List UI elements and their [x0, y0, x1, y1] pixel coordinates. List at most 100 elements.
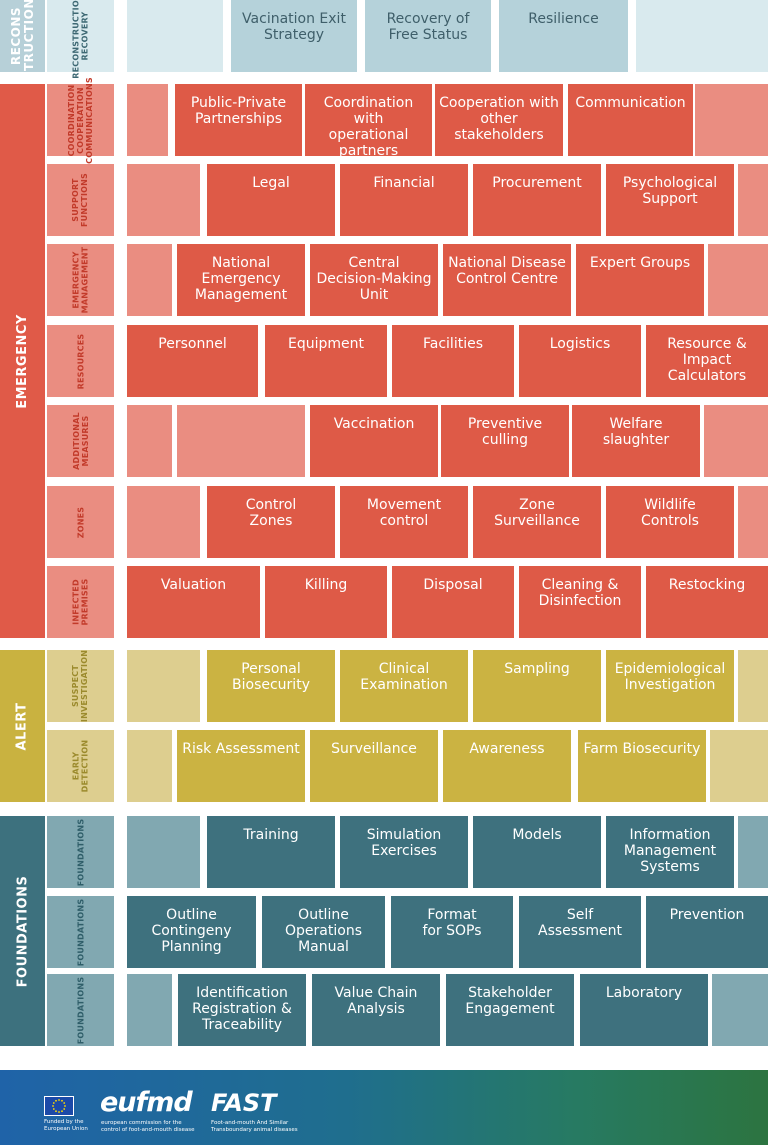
row-label: SUSPECT INVESTIGATION [47, 650, 114, 722]
row-label: FOUNDATIONS [47, 974, 114, 1046]
row-label: INFECTED PREMISES [47, 566, 114, 638]
category-cell: Surveillance [310, 730, 438, 802]
filler-cell [127, 974, 172, 1046]
row-label: EARLY DETECTION [47, 730, 114, 802]
category-cell: Facilities [392, 325, 514, 397]
category-cell: Welfare slaughter [572, 405, 700, 477]
filler-cell [738, 164, 768, 236]
row-label-text: RECONSTRUCTION RECOVERY [71, 0, 90, 79]
category-cell: Value Chain Analysis [312, 974, 440, 1046]
filler-cell [704, 405, 768, 477]
category-cell: Psychological Support [606, 164, 734, 236]
eu-caption: Funded by the European Union [44, 1119, 88, 1132]
filler-cell [127, 486, 200, 558]
category-cell: Restocking [646, 566, 768, 638]
row-label-text: RESOURCES [76, 333, 85, 389]
band-label-emergency: EMERGENCY [0, 84, 45, 638]
category-cell: Format for SOPs [391, 896, 513, 968]
row-label-text: FOUNDATIONS [76, 818, 85, 886]
row-label-text: SUPPORT FUNCTIONS [71, 172, 90, 228]
filler-cell [177, 405, 305, 477]
row-label-text: ADDITIONAL MEASURES [71, 412, 90, 470]
category-cell: Resource & Impact Calculators [646, 325, 768, 397]
category-cell: Cooperation with other stakeholders [435, 84, 563, 156]
filler-cell [127, 244, 172, 316]
filler-cell [695, 84, 768, 156]
category-cell: Information Management Systems [606, 816, 734, 888]
category-cell: Simulation Exercises [340, 816, 468, 888]
filler-cell [738, 650, 768, 722]
filler-cell [127, 84, 168, 156]
filler-cell [127, 405, 172, 477]
category-cell: Models [473, 816, 601, 888]
footer-bar: Funded by the European Union eufmd europ… [0, 1070, 768, 1145]
row-label-text: EMERGENCY MANAGEMENT [71, 246, 90, 314]
category-cell: Outline Contingeny Planning [127, 896, 256, 968]
category-cell: Movement control [340, 486, 468, 558]
category-cell: Personal Biosecurity [207, 650, 335, 722]
filler-cell [127, 816, 200, 888]
category-cell: Stakeholder Engagement [446, 974, 574, 1046]
band-label-reconstruction: RECONS TRUCTION [0, 0, 45, 72]
row-label-text: SUSPECT INVESTIGATION [71, 649, 90, 723]
category-cell: Control Zones [207, 486, 335, 558]
category-cell: Killing [265, 566, 387, 638]
band-label-text: ALERT [15, 701, 30, 751]
filler-cell [712, 974, 768, 1046]
category-cell: Recovery of Free Status [365, 0, 491, 72]
row-label-text: COORDINATION COOPERATION COMMUNICATIONS [67, 76, 95, 164]
category-cell: Sampling [473, 650, 601, 722]
band-label-alert: ALERT [0, 650, 45, 802]
eufmd-caption: european commission for the control of f… [101, 1120, 195, 1133]
band-label-text: RECONS TRUCTION [8, 0, 36, 71]
category-cell: Equipment [265, 325, 387, 397]
category-cell: Self Assessment [519, 896, 641, 968]
category-cell: Legal [207, 164, 335, 236]
row-label: SUPPORT FUNCTIONS [47, 164, 114, 236]
category-cell: Identification Registration & Traceabili… [178, 974, 306, 1046]
filler-cell [127, 650, 200, 722]
eufmd-logo: eufmd [100, 1087, 193, 1118]
row-label: EMERGENCY MANAGEMENT [47, 244, 114, 316]
row-label-text: EARLY DETECTION [71, 739, 90, 793]
row-label: ZONES [47, 486, 114, 558]
category-cell: Expert Groups [576, 244, 704, 316]
category-cell: Laboratory [580, 974, 708, 1046]
category-cell: Preventive culling [441, 405, 569, 477]
category-cell: National Emergency Management [177, 244, 305, 316]
row-label: ADDITIONAL MEASURES [47, 405, 114, 477]
category-cell: National Disease Control Centre [443, 244, 571, 316]
filler-cell [710, 730, 768, 802]
filler-cell [738, 486, 768, 558]
filler-cell [127, 0, 223, 72]
category-cell: Vacination Exit Strategy [231, 0, 357, 72]
category-cell: Procurement [473, 164, 601, 236]
category-cell: Prevention [646, 896, 768, 968]
row-label: RESOURCES [47, 325, 114, 397]
category-cell: Outline Operations Manual [262, 896, 385, 968]
filler-cell [636, 0, 768, 72]
filler-cell [127, 730, 172, 802]
band-label-text: FOUNDATIONS [15, 875, 30, 987]
fast-logo: FAST [211, 1089, 277, 1117]
row-label-text: FOUNDATIONS [76, 976, 85, 1044]
category-cell: Disposal [392, 566, 514, 638]
category-cell: Personnel [127, 325, 258, 397]
category-cell: Clinical Examination [340, 650, 468, 722]
band-label-text: EMERGENCY [15, 313, 30, 409]
row-label-text: ZONES [76, 506, 85, 538]
category-cell: Farm Biosecurity [578, 730, 706, 802]
row-label-text: FOUNDATIONS [76, 898, 85, 966]
row-label: COORDINATION COOPERATION COMMUNICATIONS [47, 77, 114, 163]
row-label: RECONSTRUCTION RECOVERY [47, 0, 114, 79]
category-cell: Communication [568, 84, 693, 156]
filler-cell [738, 816, 768, 888]
category-cell: Training [207, 816, 335, 888]
category-cell: Cleaning & Disinfection [519, 566, 641, 638]
band-label-foundations: FOUNDATIONS [0, 816, 45, 1046]
category-cell: Wildlife Controls [606, 486, 734, 558]
filler-cell [708, 244, 768, 316]
filler-cell [127, 164, 200, 236]
row-label: FOUNDATIONS [47, 896, 114, 968]
category-cell: Valuation [127, 566, 260, 638]
